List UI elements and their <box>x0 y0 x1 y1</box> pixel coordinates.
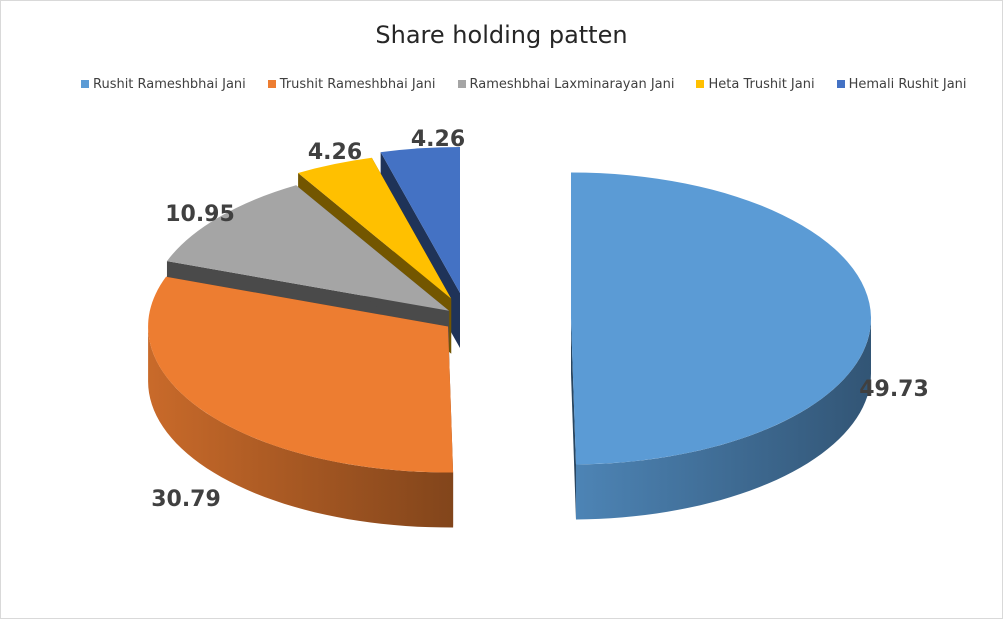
legend-item-rushit-rameshbhai-jani: Rushit Rameshbhai Jani <box>81 77 246 92</box>
legend-swatch <box>267 80 276 88</box>
chart-title: Share holding patten <box>375 21 628 49</box>
data-label-trushit-rameshbhai-jani: 30.79 <box>151 487 221 512</box>
data-label-rameshbhai-laxminarayan-jani: 10.95 <box>165 202 235 227</box>
slice-top-face <box>570 172 871 465</box>
legend-swatch <box>457 80 466 88</box>
data-label-hemali-rushit-jani: 4.26 <box>411 127 465 152</box>
slice-top-face <box>166 185 450 311</box>
pie-slice-rushit-rameshbhai-jani <box>570 172 871 520</box>
legend-swatch <box>696 80 705 88</box>
slice-top-face <box>298 157 452 299</box>
slice-top-face <box>380 146 460 293</box>
legend-label: Rameshbhai Laxminarayan Jani <box>469 76 675 92</box>
chart-legend: Rushit Rameshbhai Jani Trushit Rameshbhai… <box>81 75 989 93</box>
slice-side-wall <box>575 318 871 520</box>
legend-item-heta-trushit-jani: Heta Trushit Jani <box>696 76 815 92</box>
slice-side-wall <box>148 326 454 528</box>
legend-label: Heta Trushit Jani <box>708 76 815 92</box>
legend-label: Rushit Rameshbhai Jani <box>93 76 246 92</box>
legend-label: Hemali Rushit Jani <box>848 76 967 92</box>
slice-top-face <box>148 276 454 473</box>
legend-item-hemali-rushit-jani: Hemali Rushit Jani <box>836 76 967 92</box>
legend-item-rameshbhai-laxminarayan-jani: Rameshbhai Laxminarayan Jani <box>457 76 675 92</box>
slice-cut-face <box>570 318 576 520</box>
data-label-heta-trushit-jani: 4.26 <box>308 140 362 165</box>
pie-slice-trushit-rameshbhai-jani <box>148 276 454 528</box>
data-label-rushit-rameshbhai-jani: 49.73 <box>859 377 929 402</box>
legend-swatch <box>81 80 89 88</box>
legend-swatch <box>836 80 845 88</box>
legend-label: Trushit Rameshbhai Jani <box>279 76 436 92</box>
legend-item-trushit-rameshbhai-jani: Trushit Rameshbhai Jani <box>267 76 436 92</box>
